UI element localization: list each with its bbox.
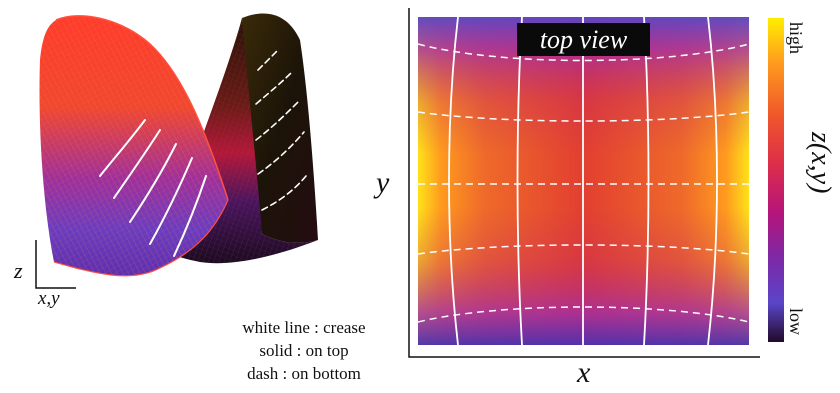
crease-solid (149, 157, 193, 245)
crease-legend: white line : crease solid : on top dash … (174, 316, 434, 385)
colorbar (768, 18, 784, 342)
z-axis-label: z (14, 258, 23, 283)
top-view-axes (408, 8, 760, 358)
crease-solid (129, 143, 177, 223)
crease-solid (173, 175, 207, 257)
top-view-solid-creases (448, 17, 718, 345)
top-view-heatmap (418, 17, 749, 345)
xy-axis-label: x,y (38, 288, 60, 309)
surface-front-mesh (39, 15, 228, 276)
y-axis-label: y (376, 166, 390, 199)
colorbar-high-label: high (786, 22, 806, 55)
crease-solid (113, 129, 161, 199)
crease-dashed (418, 306, 749, 323)
colorbar-low-label: low (786, 308, 806, 335)
crease-dashed (261, 175, 307, 211)
legend-line-solid: solid : on top (259, 341, 349, 360)
crease-solid (516, 17, 523, 345)
x-axis-label: x (577, 356, 591, 389)
crease-solid (448, 17, 459, 345)
surface-edge-lower (53, 199, 229, 277)
crease-dashed (257, 49, 279, 71)
top-view-axis-lines (408, 8, 760, 358)
crease-dashed (418, 244, 749, 255)
legend-line-crease: white line : crease (242, 318, 366, 337)
surface-creases (99, 49, 307, 257)
crease-dashed (418, 111, 749, 122)
crease-dashed (255, 99, 301, 141)
top-view-dashed-creases (418, 43, 749, 323)
surface-axis-lines (35, 240, 76, 289)
top-view-title: top view (517, 23, 650, 56)
surface-back-top (242, 13, 318, 243)
hot-spot-right (715, 61, 749, 301)
crease-solid (707, 17, 718, 345)
surface-edge (55, 15, 229, 201)
crease-dashed (255, 71, 293, 105)
hot-spot-left (418, 61, 452, 301)
crease-solid (99, 119, 146, 177)
crease-dashed (257, 131, 305, 175)
colorbar-quantity-label: z(x,y) (805, 132, 836, 194)
crease-dashed (418, 43, 749, 62)
surface-axes (35, 240, 76, 289)
legend-line-dash: dash : on bottom (247, 364, 361, 383)
saddle-surface (39, 13, 318, 277)
